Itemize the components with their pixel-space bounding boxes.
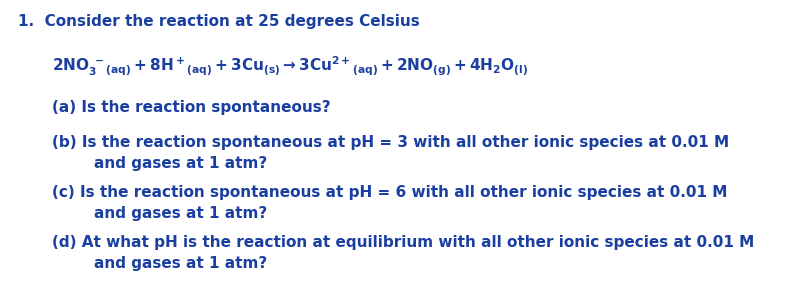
Text: (c) Is the reaction spontaneous at pH = 6 with all other ionic species at 0.01 M: (c) Is the reaction spontaneous at pH = … bbox=[52, 185, 727, 221]
Text: $\mathbf{2NO_3^{\ -}{}_{(aq)} + 8H^+{}_{(aq)} + 3Cu_{(s)} \rightarrow 3Cu^{2+}{}: $\mathbf{2NO_3^{\ -}{}_{(aq)} + 8H^+{}_{… bbox=[52, 55, 528, 78]
Text: (a) Is the reaction spontaneous?: (a) Is the reaction spontaneous? bbox=[52, 100, 330, 115]
Text: (b) Is the reaction spontaneous at pH = 3 with all other ionic species at 0.01 M: (b) Is the reaction spontaneous at pH = … bbox=[52, 135, 729, 171]
Text: 1.  Consider the reaction at 25 degrees Celsius: 1. Consider the reaction at 25 degrees C… bbox=[18, 14, 420, 29]
Text: (d) At what pH is the reaction at equilibrium with all other ionic species at 0.: (d) At what pH is the reaction at equili… bbox=[52, 235, 754, 271]
